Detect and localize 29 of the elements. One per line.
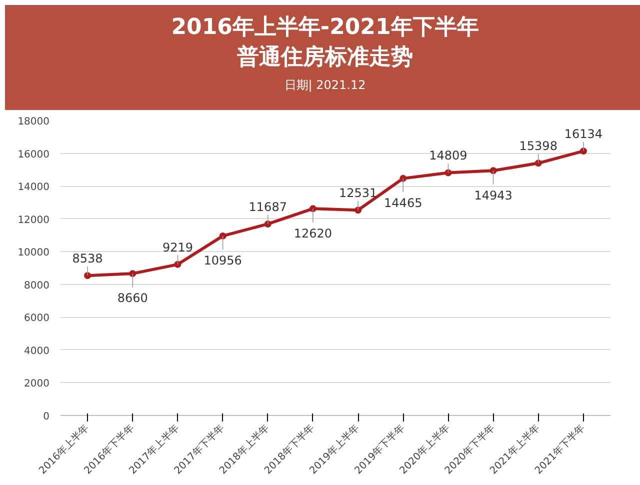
data-label: 9219 (162, 240, 193, 254)
data-label: 10956 (204, 254, 242, 268)
data-label: 15398 (519, 139, 558, 154)
chart-title: 2016年上半年-2021年下半年 (170, 14, 480, 42)
data-label: 12531 (338, 186, 378, 200)
data-label: 14943 (474, 188, 512, 202)
data-label: 8660 (117, 291, 148, 306)
data-label: 16134 (564, 126, 603, 141)
y-tick-label: 4000 (24, 346, 50, 357)
y-tick-label: 16000 (18, 149, 50, 160)
point (219, 232, 226, 240)
data-label: 11687 (248, 200, 287, 214)
y-tick-label: 0 (43, 412, 50, 422)
y-tick-label: 12000 (18, 214, 50, 226)
point (174, 260, 182, 268)
data-label: 14809 (429, 148, 468, 163)
chart-subtitle: 普通住房标准走势 (236, 44, 414, 72)
y-tick-label: 14000 (18, 182, 50, 194)
data-label: 8538 (72, 251, 103, 266)
y-tick-label: 8000 (24, 280, 50, 292)
y-tick-label: 6000 (24, 313, 50, 324)
point (490, 167, 497, 174)
y-tick-label: 2000 (24, 378, 50, 390)
data-label: 14465 (384, 196, 422, 210)
text: 日期| 2021.12 (283, 77, 367, 94)
data-label: 12620 (294, 226, 332, 240)
point (444, 169, 452, 176)
y-tick-label: 10000 (18, 248, 50, 259)
y-tick-label: 18000 (18, 116, 50, 128)
